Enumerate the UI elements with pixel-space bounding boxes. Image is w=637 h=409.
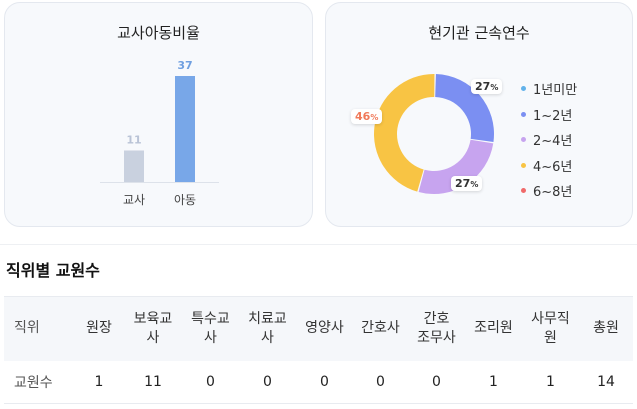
legend-item: 1년미만: [521, 76, 577, 102]
bar-교사: [124, 150, 144, 182]
slice-label-1-2: 27%: [471, 79, 503, 94]
bar-category-label: 아동: [174, 193, 196, 207]
teacher-child-ratio-card: 교사아동비율 11 교사 37 아동: [4, 2, 313, 227]
section-divider: [0, 244, 637, 245]
donut-slice-4~6년: [374, 74, 435, 192]
slice-label-2-4: 27%: [451, 176, 483, 191]
donut-slice-1~2년: [435, 74, 494, 142]
header-nurse-aide: 간호 조무사: [417, 310, 456, 346]
legend-item: 4~6년: [521, 153, 577, 179]
legend-dot-icon: [521, 188, 526, 194]
ratio-card-title: 교사아동비율: [117, 24, 200, 42]
tenure-donut-chart: [374, 74, 494, 194]
cell-nurse: 0: [376, 373, 385, 390]
legend-item: 6~8년: [521, 178, 577, 204]
row-label: 교원수: [14, 374, 53, 391]
slice-label-4-6: 46%: [351, 109, 383, 124]
cell-director: 1: [94, 373, 104, 390]
cell-nutritionist: 0: [320, 373, 329, 390]
legend-label: 6~8년: [533, 185, 573, 201]
legend-dot-icon: [521, 86, 526, 92]
legend-dot-icon: [521, 162, 526, 168]
header-nurse: 간호사: [361, 320, 400, 337]
staff-table: 직위 원장 보육교 사 특수교 사 치료교 사 영양사 간호사 간호 조무사 조리원 사…: [4, 296, 633, 404]
legend-dot-icon: [521, 137, 526, 143]
bar-아동: [175, 76, 195, 182]
legend-label: 2~4년: [533, 134, 573, 150]
bar-value-label: 37: [177, 59, 192, 72]
cell-cook: 1: [489, 373, 498, 390]
bar-category-label: 교사: [123, 193, 145, 207]
tenure-card: 현기관 근속연수 27% 27% 46% 1년미만 1~2년 2~4년 4~6년 6~8…: [325, 2, 633, 227]
donut-slice-2~4년: [418, 139, 494, 194]
cell-office-staff: 1: [546, 373, 555, 390]
header-nutritionist: 영양사: [305, 320, 344, 337]
legend-label: 1년미만: [533, 83, 578, 99]
bar-value-label: 11: [126, 133, 141, 146]
ratio-bar-chart: 11 교사 37 아동: [100, 59, 219, 207]
header-office-staff: 사무직 원: [531, 310, 570, 346]
staff-table-row: 교원수 1 11 0 0 0 0 0 1 1 14: [4, 361, 633, 404]
legend-item: 1~2년: [521, 102, 577, 128]
header-cook: 조리원: [474, 320, 513, 337]
legend-label: 1~2년: [533, 108, 573, 124]
staff-table-header-row: 직위 원장 보육교 사 특수교 사 치료교 사 영양사 간호사 간호 조무사 조리원 사…: [4, 296, 633, 361]
cell-nurse-aide: 0: [432, 373, 441, 390]
staff-section-title: 직위별 교원수: [6, 261, 100, 280]
legend-label: 4~6년: [533, 159, 573, 175]
header-director: 원장: [86, 320, 112, 337]
legend-item: 2~4년: [521, 127, 577, 153]
header-childcare-teacher: 보육교 사: [133, 310, 173, 346]
header-therapy-teacher: 치료교 사: [248, 310, 287, 346]
tenure-legend: 1년미만 1~2년 2~4년 4~6년 6~8년: [521, 76, 577, 204]
tenure-card-title: 현기관 근속연수: [428, 24, 530, 42]
header-total: 총원: [593, 320, 619, 337]
legend-dot-icon: [521, 111, 526, 117]
cell-therapy-teacher: 0: [263, 373, 272, 390]
header-position: 직위: [14, 320, 40, 337]
cell-childcare-teacher: 11: [144, 373, 162, 390]
cell-special-teacher: 0: [206, 373, 215, 390]
header-special-teacher: 특수교 사: [191, 310, 230, 346]
cell-total: 14: [597, 373, 615, 390]
